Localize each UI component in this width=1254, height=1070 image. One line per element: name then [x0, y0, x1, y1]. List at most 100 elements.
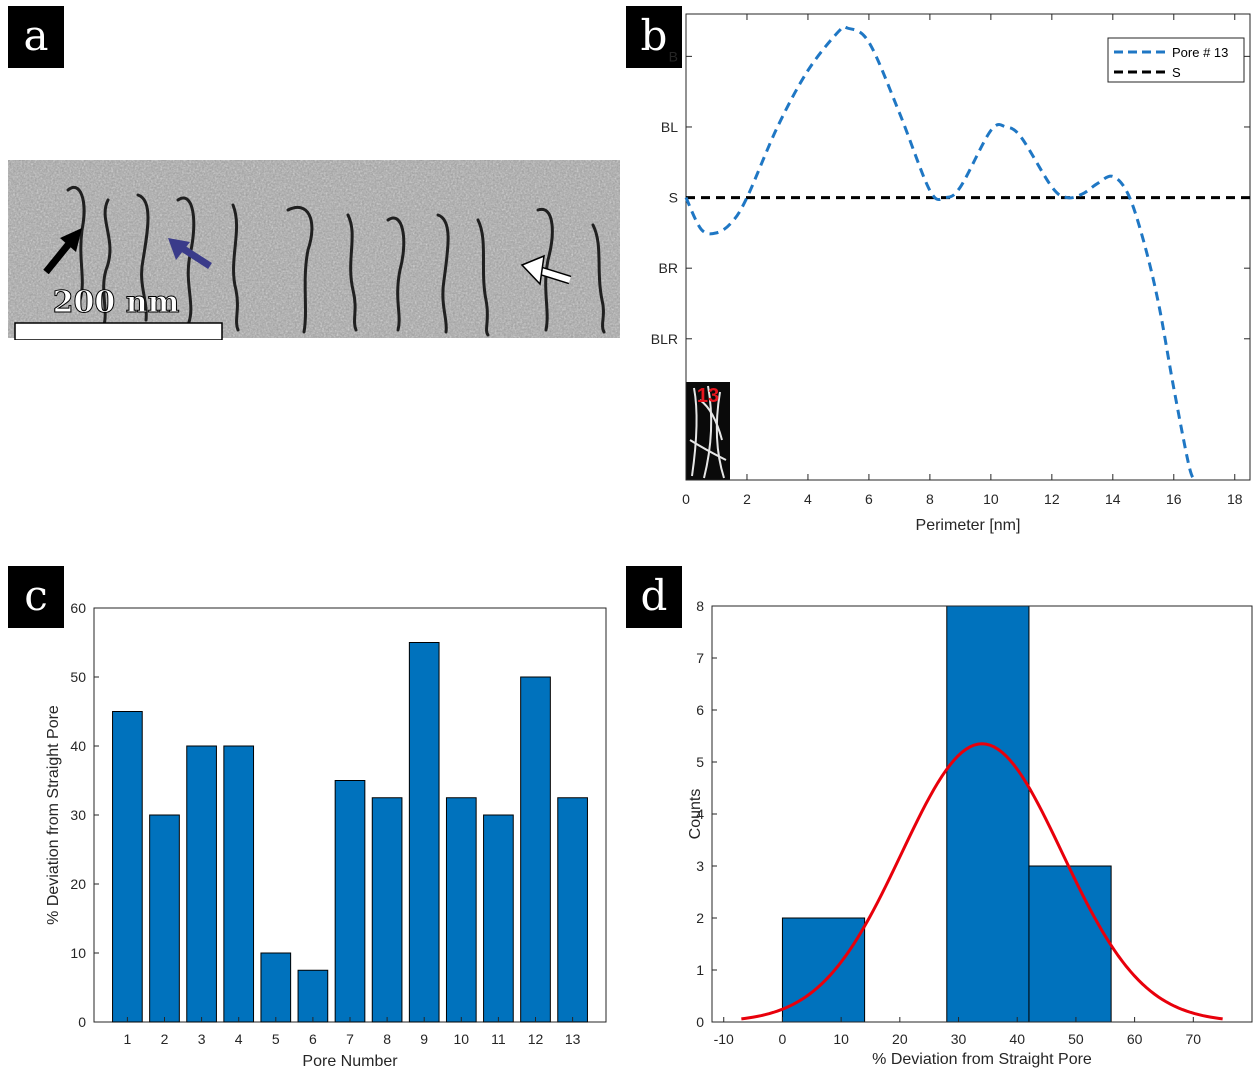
x-tick-label: 0	[682, 491, 690, 507]
x-tick-label: 18	[1227, 491, 1243, 507]
x-tick-label: 10	[454, 1031, 470, 1047]
y-tick-label: 2	[696, 910, 704, 926]
x-axis-label: % Deviation from Straight Pore	[872, 1051, 1092, 1068]
x-tick-label: 12	[1044, 491, 1060, 507]
purple-arrow	[168, 238, 212, 269]
y-tick-label: 7	[696, 650, 704, 666]
inset-strand	[703, 385, 713, 479]
inset-strand	[715, 391, 725, 479]
y-axis-label: % Deviation from Straight Pore	[45, 705, 62, 925]
x-tick-label: 4	[804, 491, 812, 507]
inset-number: 13	[697, 385, 719, 407]
legend: Pore # 13 S	[1107, 37, 1245, 83]
y-tick-label: 20	[70, 876, 86, 892]
x-tick-label: 60	[1127, 1031, 1143, 1047]
panel-d-tag: d	[626, 566, 682, 628]
x-tick-label: 0	[779, 1031, 787, 1047]
y-tick-label: 4	[696, 806, 704, 822]
series-line-pore-13	[684, 25, 1197, 481]
bar-pore-12	[520, 676, 551, 1023]
x-tick-label: 10	[983, 491, 999, 507]
panel-a-tag: a	[8, 6, 64, 68]
x-tick-label: 7	[346, 1031, 354, 1047]
scale-bar	[14, 322, 223, 340]
y-tick-label: 60	[70, 600, 86, 616]
x-tick-label: 13	[565, 1031, 581, 1047]
chart-d: -10 0 10 20 30 40 50 60 70 0 1 2 3 4 5 6 7 8 % Deviation f…	[687, 598, 1253, 1068]
x-tick-label: 10	[833, 1031, 849, 1047]
x-tick-label: 8	[383, 1031, 391, 1047]
x-tick-label: 12	[528, 1031, 544, 1047]
x-tick-label: 3	[198, 1031, 206, 1047]
y-tick-label: S	[669, 190, 678, 206]
normal-fit-curve	[741, 742, 1223, 1021]
bar-pore-13	[557, 797, 588, 1023]
y-tick-label: 8	[696, 598, 704, 614]
histogram-bin-0	[781, 917, 866, 1023]
y-tick-label: 0	[696, 1014, 704, 1030]
y-tick-label: 0	[78, 1014, 86, 1030]
y-tick-label: 10	[70, 945, 86, 961]
chart-b: 13 0 2 4 6 8 10 12 14 16 18 B BL S BR BLR Perimeter [nm]…	[651, 13, 1251, 534]
panel-b-tag: b	[626, 6, 682, 68]
pore-inset-image	[686, 382, 730, 480]
white-arrow	[520, 254, 572, 286]
bar-pore-4	[223, 745, 255, 1023]
x-tick-label: 6	[865, 491, 873, 507]
x-tick-label: 2	[743, 491, 751, 507]
y-tick-label: 50	[70, 669, 86, 685]
x-tick-label: 50	[1068, 1031, 1084, 1047]
x-tick-label: 9	[420, 1031, 428, 1047]
x-axis-label: Pore Number	[302, 1053, 398, 1070]
legend-label-straight: S	[1172, 65, 1181, 80]
x-tick-label: 6	[309, 1031, 317, 1047]
x-tick-label: 16	[1166, 491, 1182, 507]
y-tick-label: BL	[661, 119, 678, 135]
x-tick-label: 2	[161, 1031, 169, 1047]
plot-area	[686, 14, 1250, 480]
bar-pore-9	[408, 642, 440, 1023]
y-tick-label: 30	[70, 807, 86, 823]
y-tick-label: 6	[696, 702, 704, 718]
x-tick-label: 8	[926, 491, 934, 507]
y-tick-label: 1	[696, 962, 704, 978]
legend-label-pore: Pore # 13	[1172, 45, 1228, 60]
legend-box	[1107, 37, 1245, 83]
bar-pore-5	[260, 952, 292, 1023]
bar-pore-2	[149, 814, 180, 1023]
bar-pore-7	[334, 780, 366, 1023]
panel-a-micrograph: 200 nm	[8, 160, 620, 340]
x-tick-label: 11	[491, 1031, 506, 1047]
bar-pore-6	[297, 969, 329, 1023]
x-axis-label: Perimeter [nm]	[916, 517, 1021, 534]
x-tick-label: 4	[235, 1031, 243, 1047]
histogram-bin-2	[946, 605, 1030, 1023]
axes-box	[685, 13, 1251, 481]
x-tick-label: 20	[892, 1031, 908, 1047]
x-tick-label: 1	[123, 1031, 131, 1047]
bar-pore-10	[445, 797, 477, 1023]
panel-c-tag: c	[8, 566, 64, 628]
y-tick-label: 40	[70, 738, 86, 754]
y-tick-label: BLR	[651, 331, 678, 347]
y-tick-label: B	[669, 48, 678, 64]
inset-strand	[691, 387, 698, 477]
x-tick-label: 70	[1186, 1031, 1202, 1047]
scale-bar-label: 200 nm	[53, 285, 180, 320]
inset-strand	[699, 399, 723, 441]
bar-pore-1	[112, 711, 143, 1023]
y-axis-label: Counts	[687, 789, 704, 840]
inset-strand	[689, 439, 727, 461]
x-tick-label: -10	[714, 1031, 734, 1047]
histogram-bin-3	[1028, 865, 1112, 1023]
x-tick-label: 40	[1009, 1031, 1025, 1047]
bar-pore-3	[186, 745, 217, 1023]
x-tick-label: 14	[1105, 491, 1121, 507]
y-tick-label: 3	[696, 858, 704, 874]
bar-pore-8	[371, 797, 403, 1023]
y-tick-label: 5	[696, 754, 704, 770]
bar-pore-11	[483, 814, 514, 1023]
x-tick-label: 5	[272, 1031, 280, 1047]
x-tick-label: 30	[951, 1031, 967, 1047]
